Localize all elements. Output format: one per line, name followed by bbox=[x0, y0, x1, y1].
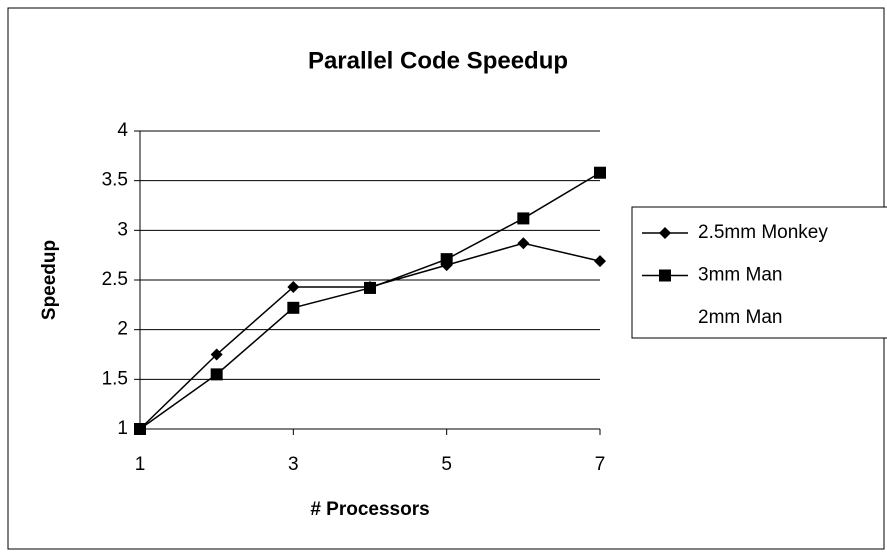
chart-title: Parallel Code Speedup bbox=[308, 47, 568, 74]
legend-label: 3mm Man bbox=[698, 265, 782, 286]
square-marker bbox=[594, 166, 606, 179]
diamond-marker bbox=[594, 255, 606, 268]
square-marker bbox=[517, 212, 530, 225]
square-marker bbox=[440, 253, 453, 266]
legend-label: 2mm Man bbox=[698, 307, 782, 328]
diamond-marker bbox=[210, 348, 223, 361]
square-marker bbox=[659, 269, 671, 282]
y-tick-label: 2 bbox=[117, 319, 128, 340]
y-tick-label: 3 bbox=[117, 219, 128, 240]
y-tick-label: 1.5 bbox=[102, 368, 128, 389]
diamond-marker bbox=[517, 237, 530, 250]
square-marker bbox=[287, 301, 300, 314]
x-tick-label: 3 bbox=[288, 454, 299, 475]
y-tick-label: 4 bbox=[117, 120, 128, 141]
x-tick-label: 5 bbox=[441, 454, 452, 475]
y-axis-title: Speedup bbox=[39, 240, 60, 320]
y-tick-label: 3.5 bbox=[102, 170, 128, 191]
diamond-marker bbox=[659, 227, 671, 239]
legend-box bbox=[631, 206, 887, 339]
square-marker bbox=[134, 423, 146, 435]
x-tick-label: 1 bbox=[135, 454, 146, 475]
square-marker bbox=[210, 368, 223, 381]
square-marker bbox=[364, 281, 376, 294]
diamond-marker bbox=[287, 280, 300, 293]
x-tick-label: 7 bbox=[595, 454, 606, 475]
x-axis-title: # Processors bbox=[310, 499, 429, 520]
y-tick-label: 2.5 bbox=[102, 269, 128, 290]
y-tick-label: 1 bbox=[117, 418, 128, 439]
legend-label: 2.5mm Monkey bbox=[698, 222, 828, 243]
